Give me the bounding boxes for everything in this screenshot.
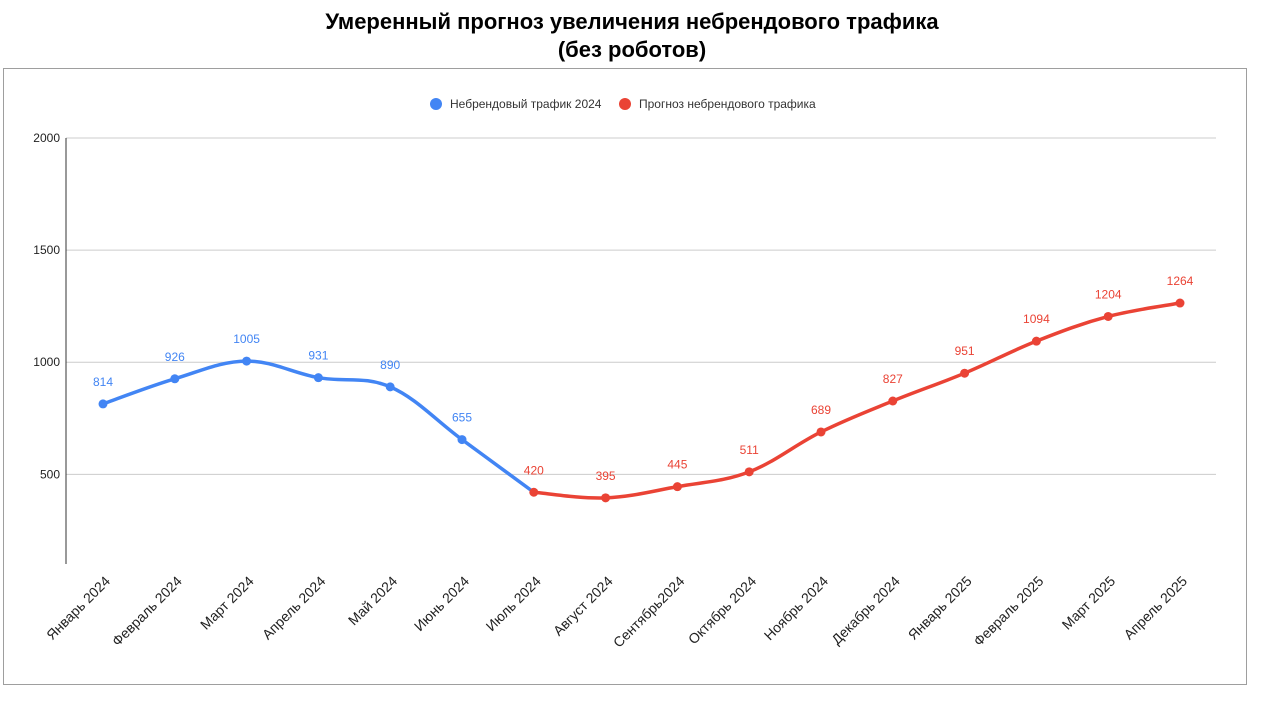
- legend-marker: [430, 98, 442, 110]
- x-tick-label: Июль 2024: [483, 573, 544, 634]
- data-point: [242, 356, 252, 366]
- data-point: [1031, 336, 1041, 346]
- data-point: [744, 467, 754, 477]
- data-label: 689: [811, 403, 831, 417]
- x-tick-label: Декабрь 2024: [828, 573, 903, 648]
- chart-title-line2: (без роботов): [557, 37, 707, 62]
- x-tick-label: Февраль 2024: [109, 573, 185, 649]
- data-point: [888, 396, 898, 406]
- x-tick-label: Март 2025: [1059, 573, 1119, 633]
- legend-marker: [619, 98, 631, 110]
- data-point: [457, 435, 467, 445]
- y-tick-label: 2000: [33, 131, 60, 145]
- data-label: 1005: [233, 332, 260, 346]
- data-label: 951: [955, 344, 975, 358]
- legend-label: Небрендовый трафик 2024: [450, 97, 602, 111]
- data-point: [1175, 298, 1185, 308]
- data-label: 890: [380, 358, 400, 372]
- data-label: 511: [740, 443, 759, 457]
- x-tick-label: Февраль 2025: [970, 573, 1046, 649]
- chart-title-line1: Умеренный прогноз увеличения небрендовог…: [325, 9, 939, 34]
- data-label: 827: [883, 372, 903, 386]
- data-point: [385, 382, 395, 392]
- data-point: [313, 373, 323, 383]
- data-point: [960, 368, 970, 378]
- x-tick-label: Январь 2025: [905, 573, 975, 643]
- data-point: [170, 374, 180, 384]
- y-tick-label: 1000: [33, 355, 60, 369]
- x-tick-label: Октябрь 2024: [685, 573, 760, 648]
- data-point: [672, 482, 682, 492]
- x-tick-label: Апрель 2025: [1120, 573, 1190, 643]
- data-label: 445: [667, 458, 687, 472]
- data-label: 655: [452, 411, 472, 425]
- x-tick-label: Ноябрь 2024: [761, 573, 832, 644]
- data-label: 1264: [1167, 274, 1194, 288]
- y-tick-label: 1500: [33, 243, 60, 257]
- data-point: [529, 487, 539, 497]
- x-tick-label: Сентябрь2024: [610, 573, 688, 651]
- data-point: [98, 399, 108, 409]
- x-tick-label: Май 2024: [345, 573, 401, 629]
- legend-label: Прогноз небрендового трафика: [639, 97, 816, 111]
- data-point: [601, 493, 611, 503]
- data-label: 1204: [1095, 287, 1122, 301]
- chart-title: Умеренный прогноз увеличения небрендовог…: [0, 8, 1264, 64]
- data-point: [1103, 311, 1113, 321]
- series-line-2: [533, 301, 1181, 500]
- data-point: [816, 427, 826, 437]
- data-label: 931: [308, 349, 328, 363]
- data-label: 420: [524, 463, 544, 477]
- x-tick-label: Апрель 2024: [259, 573, 329, 643]
- data-label: 814: [93, 375, 113, 389]
- x-tick-label: Август 2024: [550, 573, 616, 639]
- x-tick-label: Январь 2024: [43, 573, 113, 643]
- data-label: 926: [165, 350, 185, 364]
- x-tick-label: Июнь 2024: [411, 573, 472, 634]
- data-label: 395: [596, 469, 616, 483]
- x-tick-label: Март 2024: [197, 573, 257, 633]
- chart-frame: [3, 68, 1247, 685]
- data-label: 1094: [1023, 312, 1050, 326]
- y-tick-label: 500: [40, 467, 60, 481]
